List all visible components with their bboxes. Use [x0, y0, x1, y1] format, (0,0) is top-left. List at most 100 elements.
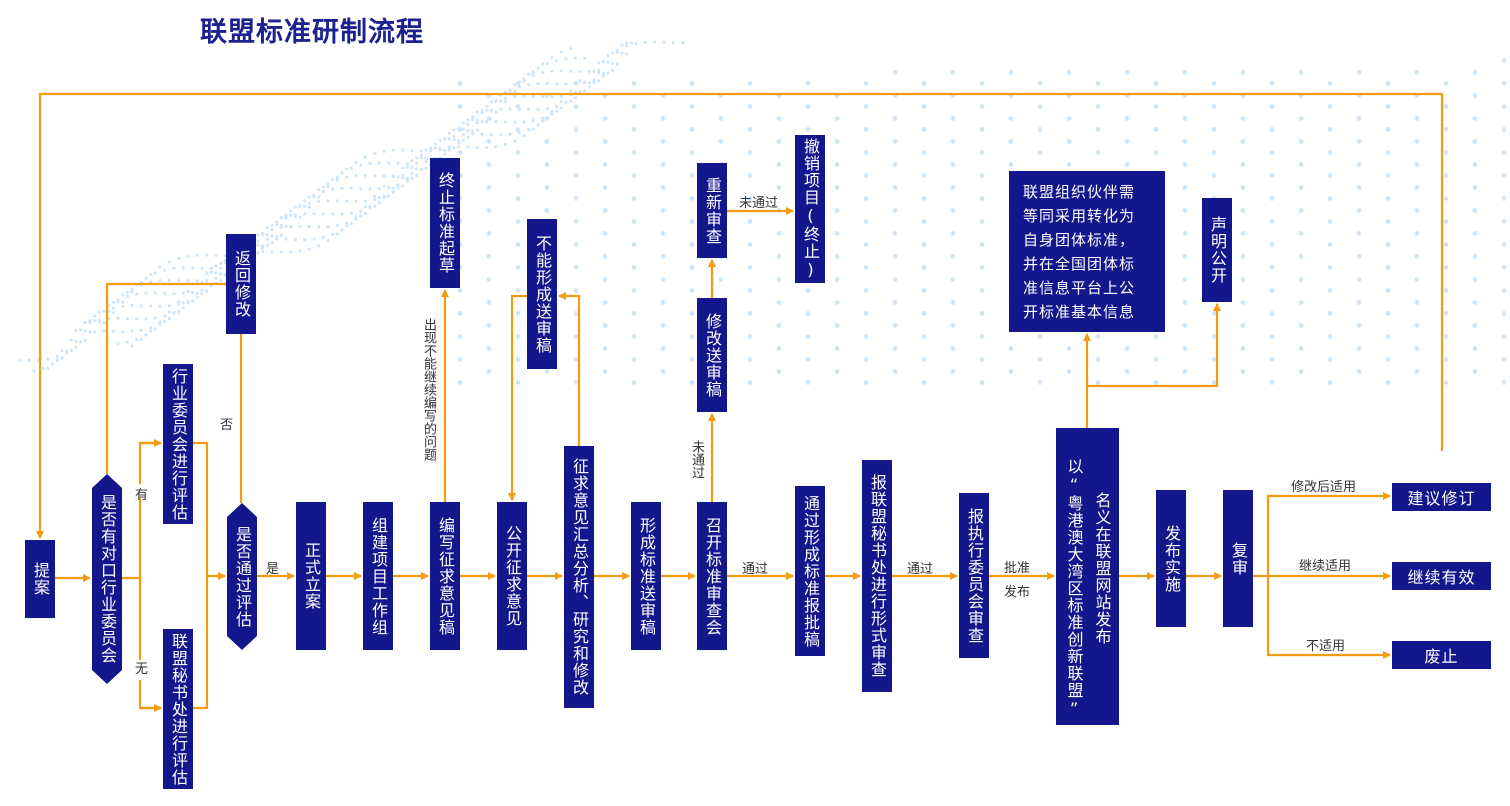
dot	[522, 134, 526, 138]
dot	[834, 369, 840, 374]
dot	[1443, 334, 1449, 339]
dot	[1095, 127, 1101, 132]
dot	[256, 251, 260, 255]
dot	[950, 346, 956, 351]
dot	[1443, 288, 1449, 293]
dot	[121, 330, 125, 334]
dot	[805, 81, 811, 86]
dot	[578, 89, 582, 94]
dot	[195, 279, 199, 283]
dot	[1356, 185, 1362, 190]
dot	[489, 109, 493, 113]
dot	[1095, 104, 1101, 109]
dot	[270, 227, 274, 232]
dot	[1385, 104, 1391, 109]
dot	[125, 316, 129, 321]
dot	[653, 40, 657, 44]
dot	[1182, 208, 1188, 213]
dot	[515, 173, 521, 178]
dot	[863, 196, 869, 201]
dot	[303, 204, 307, 208]
dot	[88, 319, 92, 323]
dot	[191, 290, 195, 294]
dot	[863, 334, 869, 339]
dot	[1385, 173, 1391, 178]
dot	[387, 185, 391, 190]
dot	[466, 135, 470, 139]
dot	[321, 189, 325, 194]
dot	[573, 173, 579, 178]
dot	[279, 215, 283, 219]
dot	[573, 104, 579, 109]
dot	[522, 79, 526, 84]
label-passed-1: 通过	[742, 562, 769, 577]
dot	[513, 95, 517, 99]
dot	[979, 288, 985, 293]
dot	[424, 166, 428, 170]
dot	[555, 104, 559, 109]
dot	[284, 216, 288, 220]
dot	[1240, 346, 1246, 351]
dot	[569, 89, 573, 93]
node-revoke: 撤销项目(终止)	[795, 135, 825, 283]
dot	[979, 334, 985, 339]
dot	[1385, 242, 1391, 247]
dot	[265, 233, 269, 237]
dot	[377, 201, 381, 205]
dot	[555, 109, 559, 113]
dot	[396, 161, 400, 165]
dot	[373, 174, 377, 178]
dot	[573, 380, 579, 385]
dot	[1095, 81, 1101, 86]
dot	[1414, 346, 1420, 351]
dot	[631, 265, 637, 270]
dot	[1298, 208, 1304, 213]
dot	[1414, 162, 1420, 167]
dot	[1211, 150, 1217, 155]
dot	[307, 205, 311, 209]
dot	[69, 338, 73, 342]
dot	[1153, 104, 1159, 109]
dot	[214, 276, 218, 280]
node-draft-consult: 编写征求意见稿	[430, 502, 460, 650]
dot	[121, 293, 125, 297]
dot	[405, 177, 409, 181]
dot	[950, 70, 956, 75]
dot	[631, 288, 637, 293]
dot	[307, 225, 311, 229]
dot	[513, 89, 517, 94]
dot	[545, 61, 549, 66]
dot	[950, 231, 956, 236]
dot	[592, 69, 596, 74]
dot	[660, 231, 666, 236]
dot	[631, 242, 637, 247]
dot	[424, 148, 428, 152]
dot	[1443, 380, 1449, 385]
dot	[219, 266, 223, 270]
dot	[69, 348, 73, 353]
dot	[279, 224, 283, 228]
dot	[1327, 288, 1333, 293]
dot	[1211, 173, 1217, 178]
dot	[368, 161, 372, 166]
dot	[689, 127, 695, 132]
dot	[1501, 196, 1507, 201]
dot	[177, 300, 181, 304]
dot	[209, 270, 213, 274]
dot	[270, 234, 274, 238]
dot	[121, 300, 125, 304]
dot	[1501, 127, 1507, 132]
dot	[209, 284, 213, 288]
dot	[892, 300, 898, 305]
dot	[130, 304, 134, 308]
dot	[660, 185, 666, 190]
dot	[256, 239, 260, 243]
dot	[373, 194, 377, 198]
dot	[457, 334, 463, 339]
dot	[102, 321, 106, 325]
dot	[921, 242, 927, 247]
dot	[1153, 380, 1159, 385]
dot	[1443, 242, 1449, 247]
dot	[1414, 70, 1420, 75]
dot	[1298, 185, 1304, 190]
